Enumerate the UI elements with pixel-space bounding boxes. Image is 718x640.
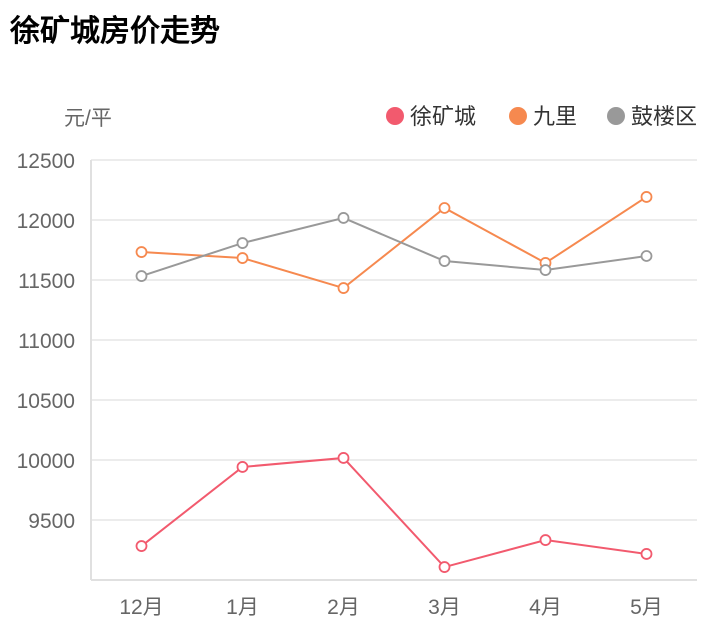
series-line bbox=[141, 196, 648, 290]
series-line bbox=[140, 456, 647, 569]
y-tick-label: 10500 bbox=[17, 390, 75, 413]
data-point bbox=[236, 237, 249, 249]
data-point bbox=[539, 264, 552, 276]
data-point bbox=[438, 202, 451, 214]
y-tick-label: 12000 bbox=[17, 210, 75, 233]
data-point bbox=[438, 561, 451, 573]
y-tick-label: 9500 bbox=[28, 510, 75, 533]
x-tick-label: 4月 bbox=[529, 596, 562, 619]
legend-marker bbox=[607, 107, 625, 125]
data-point bbox=[236, 252, 249, 264]
data-point bbox=[640, 548, 653, 560]
data-point bbox=[135, 270, 148, 282]
data-point bbox=[337, 452, 350, 464]
data-point bbox=[135, 540, 148, 552]
legend-label: 鼓楼区 bbox=[631, 104, 697, 129]
legend-marker bbox=[386, 107, 404, 125]
legend-label: 徐矿城 bbox=[410, 104, 476, 129]
series-line bbox=[141, 216, 647, 277]
data-point bbox=[438, 255, 451, 267]
x-tick-label: 2月 bbox=[327, 596, 360, 619]
chart-title: 徐矿城房价走势 bbox=[10, 14, 220, 49]
x-tick-label: 5月 bbox=[630, 596, 663, 619]
data-point bbox=[135, 246, 148, 258]
x-tick-label: 12月 bbox=[119, 596, 163, 619]
data-point bbox=[337, 282, 350, 294]
data-point bbox=[236, 461, 249, 473]
x-tick-label: 1月 bbox=[226, 596, 259, 619]
y-tick-label: 12500 bbox=[17, 150, 75, 173]
data-point bbox=[640, 250, 653, 262]
y-tick-label: 11000 bbox=[18, 330, 75, 353]
data-point bbox=[337, 212, 350, 224]
y-tick-label: 10000 bbox=[17, 450, 75, 473]
data-point bbox=[640, 191, 653, 203]
data-point bbox=[539, 534, 552, 546]
y-axis-label: 元/平 bbox=[64, 107, 112, 130]
legend-marker bbox=[509, 107, 527, 125]
y-tick-label: 11500 bbox=[18, 270, 75, 293]
x-tick-label: 3月 bbox=[428, 596, 461, 619]
legend-label: 九里 bbox=[533, 104, 577, 129]
